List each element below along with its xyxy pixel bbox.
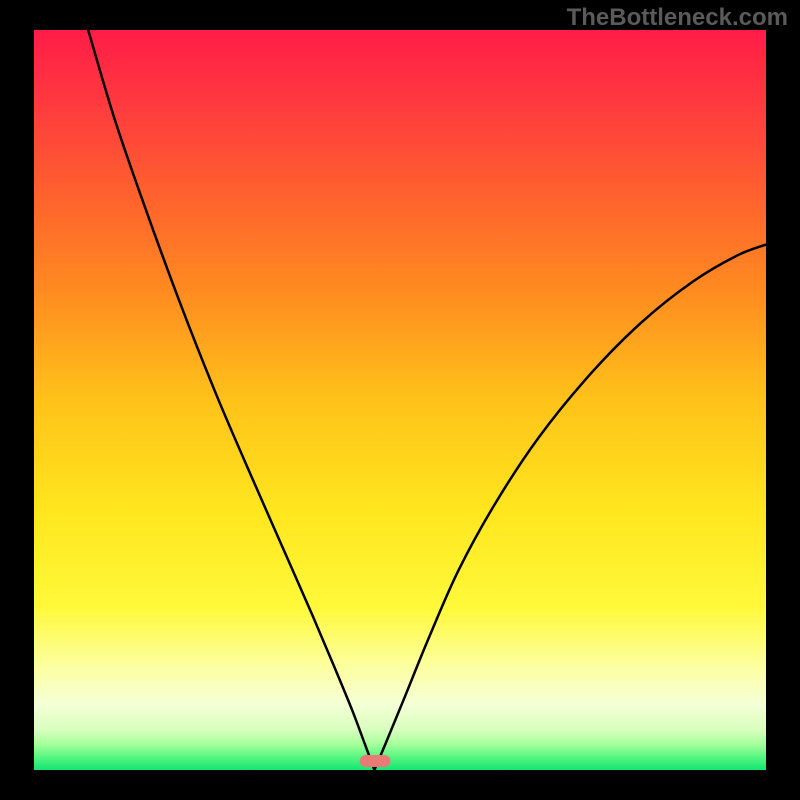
optimal-marker bbox=[360, 755, 391, 767]
bottleneck-chart bbox=[0, 0, 800, 800]
chart-container: { "image": { "width": 800, "height": 800… bbox=[0, 0, 800, 800]
plot-background bbox=[34, 30, 766, 770]
